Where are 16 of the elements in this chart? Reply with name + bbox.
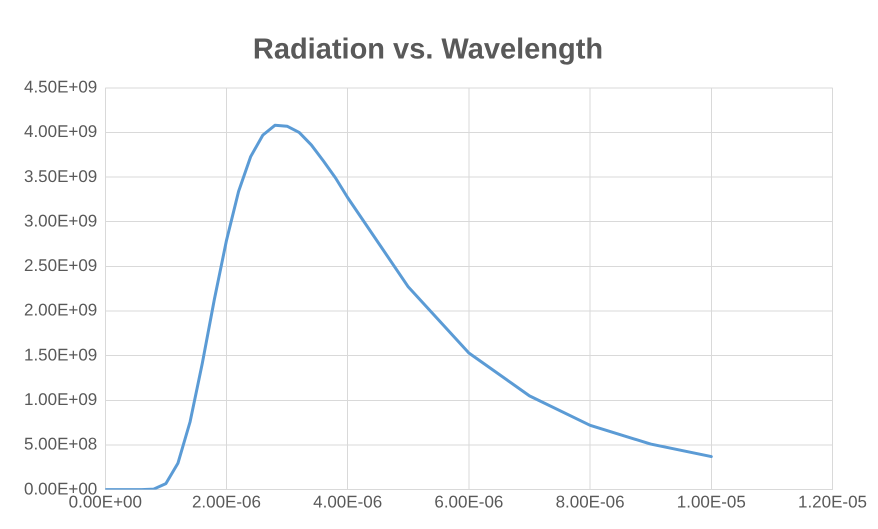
x-tick-label: 6.00E-06 [434,492,504,512]
y-tick-label: 3.50E+09 [24,166,98,186]
y-tick-label: 4.50E+09 [24,77,98,96]
y-tick-label: 2.00E+09 [24,300,98,320]
x-tick-label: 2.00E-06 [192,492,261,512]
x-tick-label: 8.00E-06 [556,492,625,512]
y-tick-label: 2.50E+09 [24,256,98,276]
x-tick-label: 1.00E-05 [676,492,746,512]
chart-title: Radiation vs. Wavelength [252,33,604,66]
y-tick-label: 3.00E+09 [24,211,98,230]
x-tick-label: 4.00E-06 [313,492,382,512]
y-tick-label: 1.00E+09 [24,390,98,409]
x-tick-label: 1.20E-05 [798,492,867,512]
y-tick-label: 4.00E+09 [24,122,98,142]
y-tick-label: 5.00E+08 [24,434,98,454]
y-tick-label: 1.50E+09 [24,345,98,364]
